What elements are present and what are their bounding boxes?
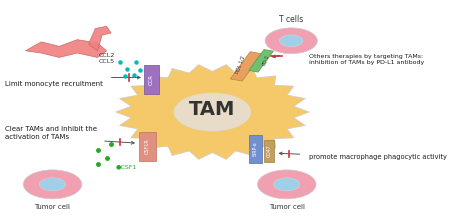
Circle shape	[257, 170, 316, 199]
Polygon shape	[249, 135, 262, 163]
Polygon shape	[264, 140, 274, 162]
Polygon shape	[249, 50, 273, 72]
Text: CSF1R: CSF1R	[145, 139, 150, 154]
Polygon shape	[145, 65, 159, 94]
Polygon shape	[26, 40, 107, 58]
Text: PDL 1/2: PDL 1/2	[235, 54, 246, 74]
Text: Tumor cell: Tumor cell	[35, 204, 71, 210]
Text: Limit monocyte recruitment: Limit monocyte recruitment	[5, 81, 103, 87]
Text: T cells: T cells	[279, 15, 303, 24]
Circle shape	[174, 93, 251, 131]
Circle shape	[39, 178, 66, 191]
Text: Tumor cell: Tumor cell	[269, 204, 305, 210]
Text: Others therapies by targeting TAMs:
inhibition of TAMs by PD-L1 antibody: Others therapies by targeting TAMs: inhi…	[309, 54, 425, 65]
Text: PD-1: PD-1	[262, 54, 271, 66]
Polygon shape	[138, 132, 155, 161]
Text: TAM: TAM	[189, 100, 236, 119]
Circle shape	[23, 170, 82, 199]
Text: CCL2
CCL5: CCL2 CCL5	[99, 53, 115, 64]
Polygon shape	[116, 65, 309, 159]
Text: Clear TAMs and inhibit the
activation of TAMs: Clear TAMs and inhibit the activation of…	[5, 126, 97, 140]
Polygon shape	[230, 52, 262, 81]
Text: promote macrophage phagocytic activity: promote macrophage phagocytic activity	[309, 153, 447, 159]
Circle shape	[273, 178, 300, 191]
Text: CD47: CD47	[267, 145, 272, 157]
Circle shape	[265, 28, 318, 54]
Circle shape	[280, 35, 303, 47]
Text: CCR: CCR	[149, 74, 154, 85]
Text: ●CSF1: ●CSF1	[116, 164, 137, 169]
Text: SIRP-α: SIRP-α	[253, 141, 258, 156]
Polygon shape	[89, 26, 111, 51]
